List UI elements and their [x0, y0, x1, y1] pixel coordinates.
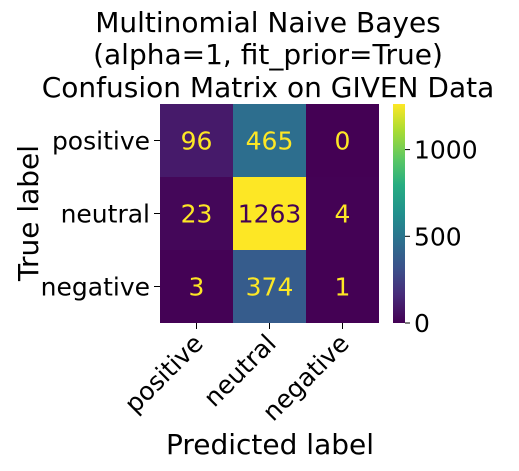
matrix-cell-neutral-negative: [306, 177, 379, 250]
cell-value-neutral-positive: 23: [181, 200, 213, 229]
matrix-cell-positive-positive: [160, 104, 233, 177]
colorbar-tick-label-1000: 1000: [414, 136, 478, 165]
y-tick-label-positive: positive: [52, 127, 150, 156]
cell-value-negative-negative: 1: [335, 273, 351, 302]
y-tick-label-negative: negative: [41, 273, 150, 302]
chart-title-line-1: Multinomial Naive Bayes: [95, 6, 441, 39]
matrix-cell-positive-negative: [306, 104, 379, 177]
cell-value-positive-negative: 0: [335, 127, 351, 156]
colorbar-tick-label-0: 0: [414, 309, 430, 338]
chart-title-line-2: (alpha=1, fit_prior=True): [93, 38, 443, 71]
matrix-cell-negative-positive: [160, 250, 233, 323]
colorbar-gradient: [393, 104, 405, 323]
chart-title: Multinomial Naive Bayes (alpha=1, fit_pr…: [42, 6, 495, 104]
colorbar-tick-label-500: 500: [414, 222, 462, 251]
matrix-cell-negative-neutral: [233, 250, 306, 323]
matrix-cell-neutral-neutral: [233, 177, 306, 250]
colorbar: 0 500 1000: [393, 104, 478, 338]
matrix-cell-neutral-positive: [160, 177, 233, 250]
matrix-cell-positive-neutral: [233, 104, 306, 177]
cell-value-positive-positive: 96: [181, 127, 213, 156]
matrix-cells: [160, 104, 379, 323]
chart-title-line-3: Confusion Matrix on GIVEN Data: [42, 71, 495, 104]
x-axis-label: Predicted label: [166, 428, 374, 461]
x-tick-label-positive: positive: [119, 329, 209, 419]
matrix-cell-negative-negative: [306, 250, 379, 323]
matrix-annotations: 96 465 0 23 1263 4 3 374 1: [181, 127, 351, 302]
y-axis-label: True label: [12, 145, 45, 282]
cell-value-negative-positive: 3: [189, 273, 205, 302]
cell-value-negative-neutral: 374: [246, 273, 294, 302]
cell-value-neutral-neutral: 1263: [238, 200, 302, 229]
cell-value-positive-neutral: 465: [246, 127, 294, 156]
y-axis-ticks: positive neutral negative: [41, 127, 160, 302]
cell-value-neutral-negative: 4: [335, 200, 351, 229]
y-tick-label-neutral: neutral: [61, 200, 150, 229]
